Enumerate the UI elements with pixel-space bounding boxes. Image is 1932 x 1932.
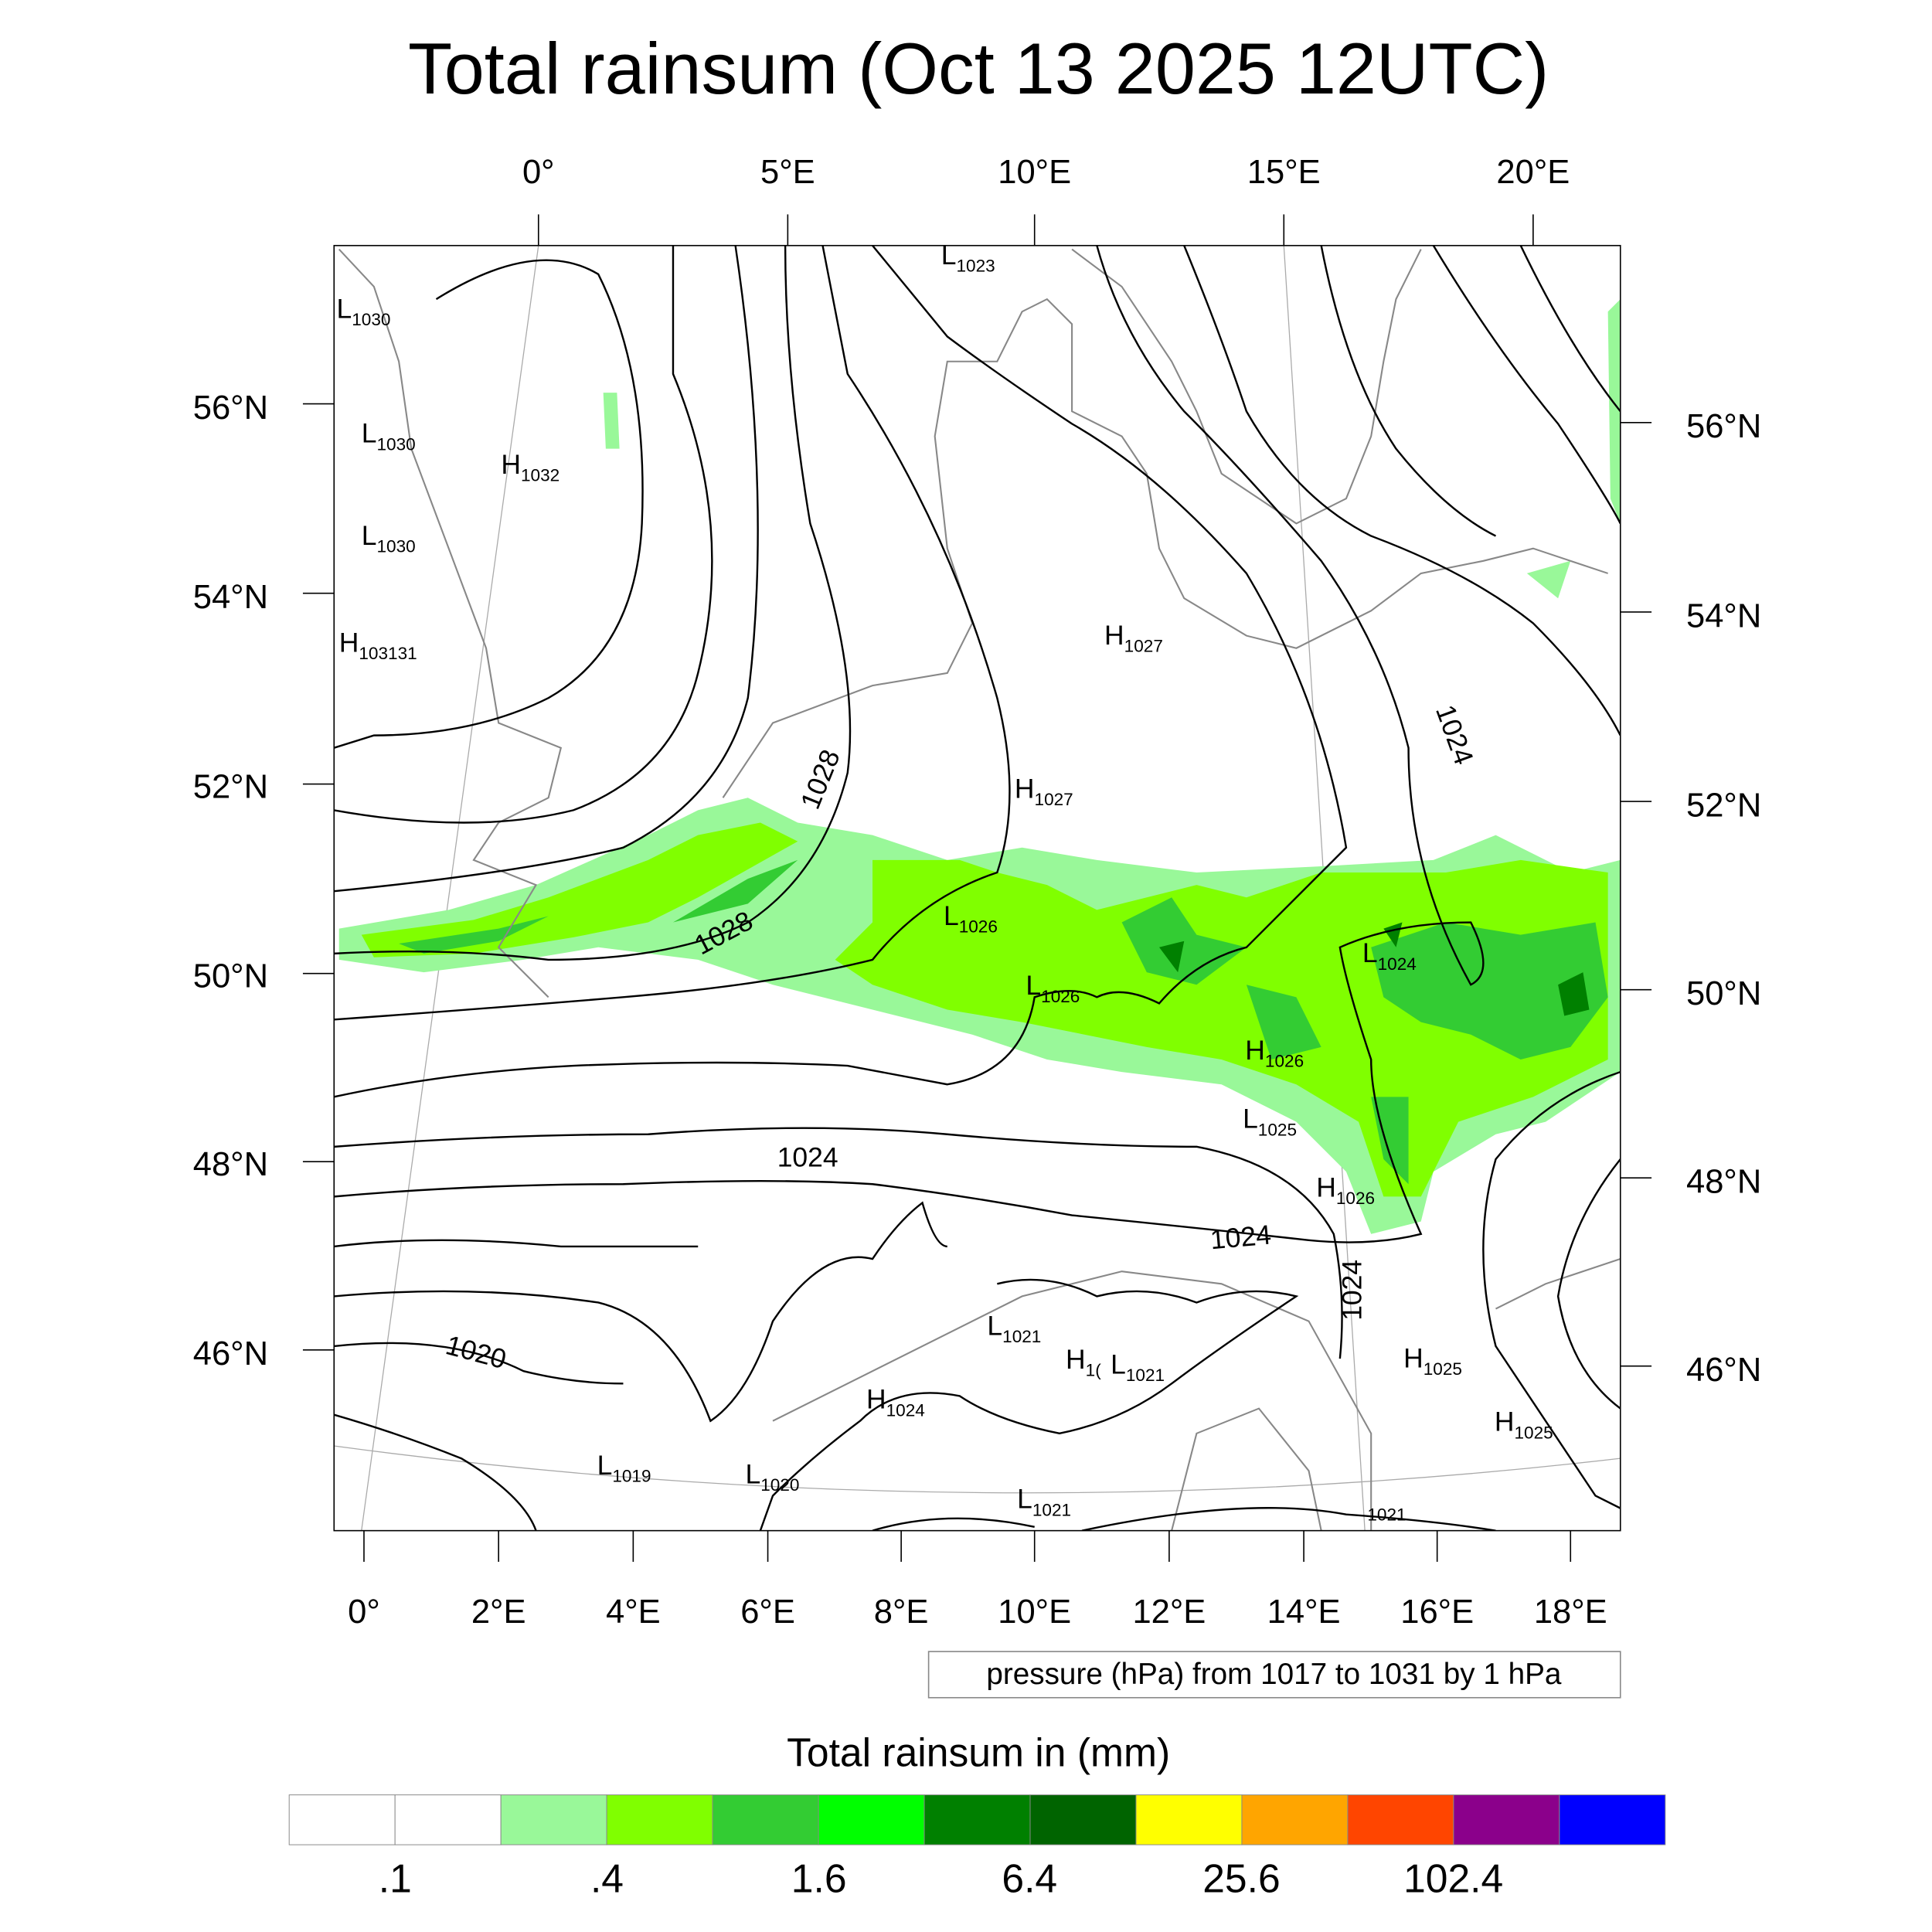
colorbar-label: 102.4	[1403, 1855, 1503, 1900]
contour-label: 1024	[1209, 1219, 1272, 1256]
pressure-center: L1026	[944, 900, 998, 937]
contour-info-text: pressure (hPa) from 1017 to 1031 by 1 hP…	[986, 1658, 1562, 1691]
map-plot: L1023 L1030 L1030 H1032 L1030 H103131 H1…	[333, 240, 1621, 1532]
pressure-subscript: 1021	[1367, 1505, 1406, 1525]
left-lat-label: 54°N	[193, 579, 268, 616]
bottom-lon-label: 12°E	[1132, 1594, 1206, 1631]
pressure-center: H1025	[1495, 1406, 1553, 1443]
pressure-center: L1020	[746, 1458, 800, 1495]
colorbar-swatch	[288, 1794, 396, 1845]
colorbar-swatch	[1453, 1794, 1560, 1845]
top-lon-label: 10°E	[998, 154, 1071, 191]
colorbar-swatch	[1029, 1794, 1137, 1845]
pressure-center: L1021	[1111, 1349, 1165, 1385]
pressure-center: L1030	[336, 293, 390, 329]
pressure-center: H103131	[339, 628, 417, 664]
bottom-lon-label: 16°E	[1400, 1594, 1474, 1631]
colorbar-label: 6.4	[1002, 1855, 1057, 1900]
bottom-lon-label: 14°E	[1267, 1594, 1341, 1631]
pressure-center: H1027	[1104, 620, 1163, 656]
top-lon-label: 0°	[522, 154, 555, 191]
map-frame	[333, 244, 1621, 1532]
top-lon-label: 5°E	[760, 154, 815, 191]
pressure-center-labels: L1023 L1030 L1030 H1032 L1030 H103131 H1…	[336, 240, 1553, 1525]
right-lat-label: 56°N	[1686, 408, 1761, 445]
top-lon-label: 15°E	[1247, 154, 1321, 191]
left-lat-label: 50°N	[193, 957, 268, 995]
colorbar-swatch	[1347, 1794, 1454, 1845]
bottom-lon-label: 10°E	[998, 1594, 1071, 1631]
contour-info-box: pressure (hPa) from 1017 to 1031 by 1 hP…	[927, 1651, 1621, 1699]
colorbar-swatch	[1241, 1794, 1349, 1845]
colorbar-swatch	[923, 1794, 1031, 1845]
pressure-center: H1027	[1015, 773, 1073, 809]
right-lat-label: 50°N	[1686, 975, 1761, 1012]
axis-labels: 0° 5°E 10°E 15°E 20°E 56°N 54°N 52°N 50°…	[193, 154, 1762, 1631]
pressure-center: H1(	[1066, 1344, 1101, 1380]
pressure-center: L1030	[362, 520, 416, 556]
left-lat-label: 48°N	[193, 1146, 268, 1183]
pressure-center: L1019	[597, 1450, 651, 1486]
pressure-center: H1032	[501, 449, 560, 485]
pressure-center: L1021	[987, 1310, 1041, 1346]
colorbar-swatch	[818, 1794, 925, 1845]
colorbar-swatch	[712, 1794, 819, 1845]
bottom-lon-label: 0°	[348, 1594, 380, 1631]
isobars	[334, 245, 1621, 1531]
colorbar-swatch	[606, 1794, 713, 1845]
colorbar-swatch	[1559, 1794, 1666, 1845]
left-lat-label: 46°N	[193, 1335, 268, 1372]
right-lat-label: 48°N	[1686, 1164, 1761, 1201]
right-lat-label: 46°N	[1686, 1352, 1761, 1389]
coastlines	[338, 248, 1621, 1531]
colorbar-label: .1	[379, 1855, 412, 1900]
left-lat-label: 56°N	[193, 389, 268, 427]
pressure-center: H1026	[1245, 1035, 1304, 1071]
pressure-center: L1021	[1017, 1484, 1071, 1520]
rain-shading	[338, 299, 1621, 1234]
pressure-center: H1026	[1316, 1172, 1375, 1208]
bottom-lon-label: 6°E	[740, 1594, 795, 1631]
pressure-center: L1026	[1026, 970, 1080, 1006]
top-lon-label: 20°E	[1496, 154, 1570, 191]
right-lat-label: 54°N	[1686, 597, 1761, 634]
colorbar-title: Total rainsum in (mm)	[787, 1730, 1170, 1774]
figure-title: Total rainsum (Oct 13 2025 12UTC)	[408, 28, 1549, 109]
pressure-center: H1024	[866, 1384, 925, 1420]
pressure-center: L1024	[1362, 937, 1417, 974]
pressure-center: L1023	[941, 240, 995, 276]
pressure-center: L1030	[362, 418, 416, 454]
pressure-center: L1025	[1243, 1104, 1297, 1140]
colorbar: Total rainsum in (mm) .1 .4 1.6 6.4 25.6…	[288, 1730, 1666, 1900]
colorbar-swatch	[1135, 1794, 1243, 1845]
bottom-lon-label: 2°E	[471, 1594, 526, 1631]
colorbar-label: 1.6	[791, 1855, 847, 1900]
colorbar-label: .4	[590, 1855, 624, 1900]
left-lat-label: 52°N	[193, 768, 268, 805]
right-lat-label: 52°N	[1686, 787, 1761, 824]
contour-label: 1024	[777, 1142, 838, 1173]
colorbar-swatch	[500, 1794, 607, 1845]
axis-ticks	[302, 214, 1652, 1562]
colorbar-swatch	[394, 1794, 502, 1845]
colorbar-label: 25.6	[1202, 1855, 1280, 1900]
bottom-lon-label: 8°E	[874, 1594, 929, 1631]
contour-label: 1024	[1336, 1260, 1367, 1321]
rain-area-lime	[361, 822, 1608, 1197]
bottom-lon-label: 18°E	[1534, 1594, 1607, 1631]
bottom-lon-label: 4°E	[606, 1594, 661, 1631]
pressure-center: H1025	[1403, 1342, 1462, 1379]
